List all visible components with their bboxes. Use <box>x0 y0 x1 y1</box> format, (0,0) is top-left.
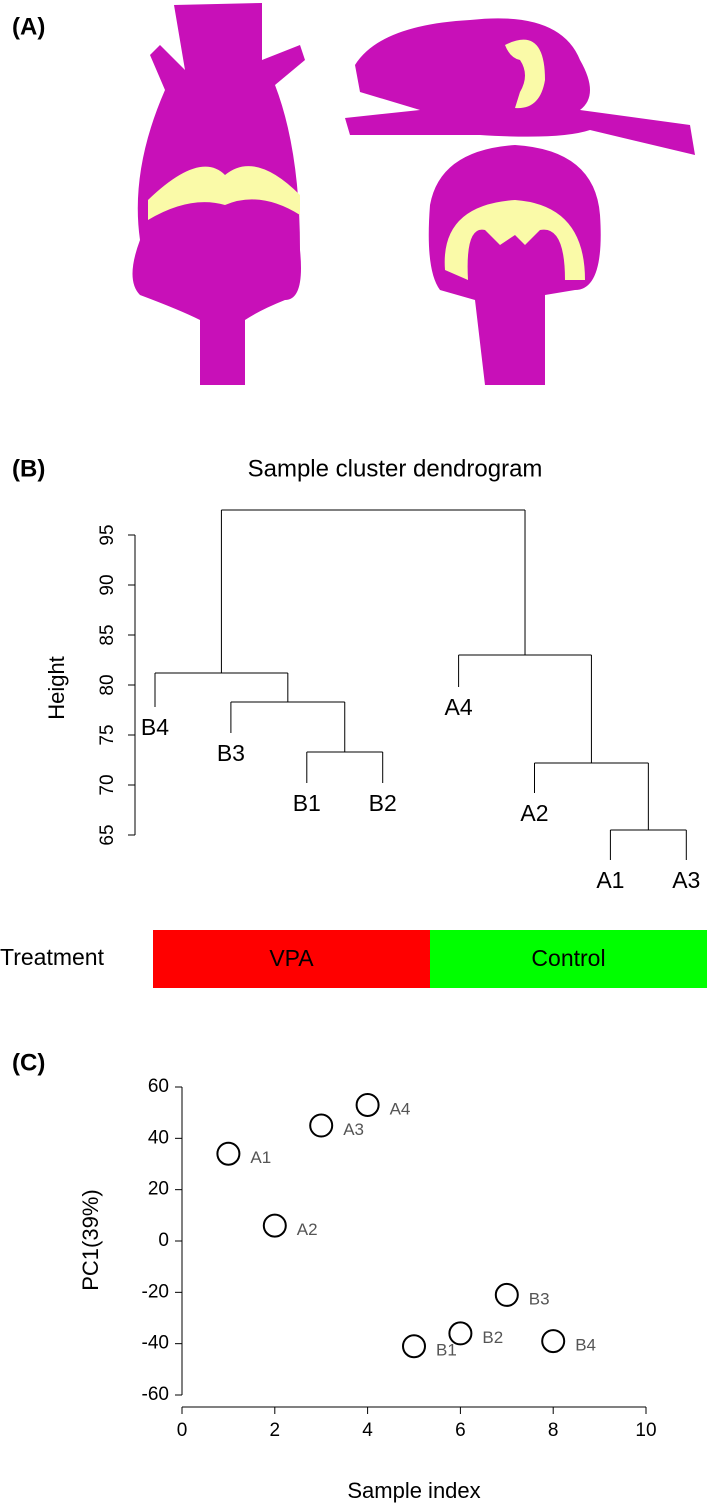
leaf-label: A4 <box>445 694 473 720</box>
y-axis-title: PC1(39%) <box>78 1189 103 1290</box>
panel-label: (A) <box>12 13 45 40</box>
y-tick-label: 95 <box>97 524 118 545</box>
y-tick-label: 70 <box>97 774 118 795</box>
point-label: B2 <box>482 1328 503 1347</box>
point <box>309 1113 334 1138</box>
point <box>541 1329 566 1354</box>
point-label: A2 <box>297 1220 318 1239</box>
panel-label: (C) <box>12 1049 45 1076</box>
y-tick-label: 60 <box>148 1076 169 1097</box>
x-tick-label: 6 <box>455 1420 466 1441</box>
leaf-label: A3 <box>672 867 700 893</box>
brain-images <box>132 3 695 385</box>
y-tick-label: -60 <box>142 1384 169 1405</box>
point <box>402 1334 426 1359</box>
y-tick-label: 0 <box>158 1230 169 1251</box>
x-tick-label: 2 <box>270 1420 281 1441</box>
point <box>494 1282 519 1307</box>
y-tick-label: 20 <box>148 1179 169 1200</box>
treatment-band <box>153 930 430 988</box>
treatment-label: VPA <box>269 945 314 971</box>
point-label: B3 <box>529 1289 550 1308</box>
y-tick-label: 40 <box>148 1127 169 1148</box>
x-tick-label: 10 <box>635 1420 656 1441</box>
leaf-label: B3 <box>217 740 245 766</box>
treatment-label: Control <box>531 945 605 971</box>
leaf-label: A1 <box>596 867 624 893</box>
y-tick-label: 75 <box>97 724 118 745</box>
x-tick-label: 0 <box>177 1420 188 1441</box>
y-axis-title: Height <box>44 656 69 720</box>
point-label: B4 <box>575 1336 596 1355</box>
x-tick-label: 8 <box>548 1420 559 1441</box>
x-tick-label: 4 <box>362 1420 373 1441</box>
point-label: A1 <box>250 1148 271 1167</box>
leaf-label: B4 <box>141 714 169 740</box>
leaf-label: A2 <box>520 800 548 826</box>
leaf-label: B1 <box>293 790 321 816</box>
point-label: A4 <box>390 1099 411 1118</box>
row-label: Treatment <box>0 944 105 970</box>
point <box>448 1321 473 1346</box>
leaf-label: B2 <box>369 790 397 816</box>
chart-title: Sample cluster dendrogram <box>248 455 543 482</box>
treatment-band <box>430 930 707 988</box>
y-tick-label: 80 <box>97 674 118 695</box>
point-label: B1 <box>436 1341 457 1360</box>
point-label: A3 <box>343 1120 364 1139</box>
panel-label: (B) <box>12 455 45 482</box>
y-tick-label: -20 <box>142 1281 169 1302</box>
point <box>262 1213 287 1238</box>
y-tick-label: 90 <box>97 574 118 595</box>
y-tick-label: 65 <box>97 824 118 845</box>
x-axis-title: Sample index <box>347 1478 480 1503</box>
point <box>355 1092 380 1117</box>
point <box>216 1141 241 1166</box>
y-tick-label: 85 <box>97 624 118 645</box>
y-tick-label: -40 <box>142 1333 169 1354</box>
